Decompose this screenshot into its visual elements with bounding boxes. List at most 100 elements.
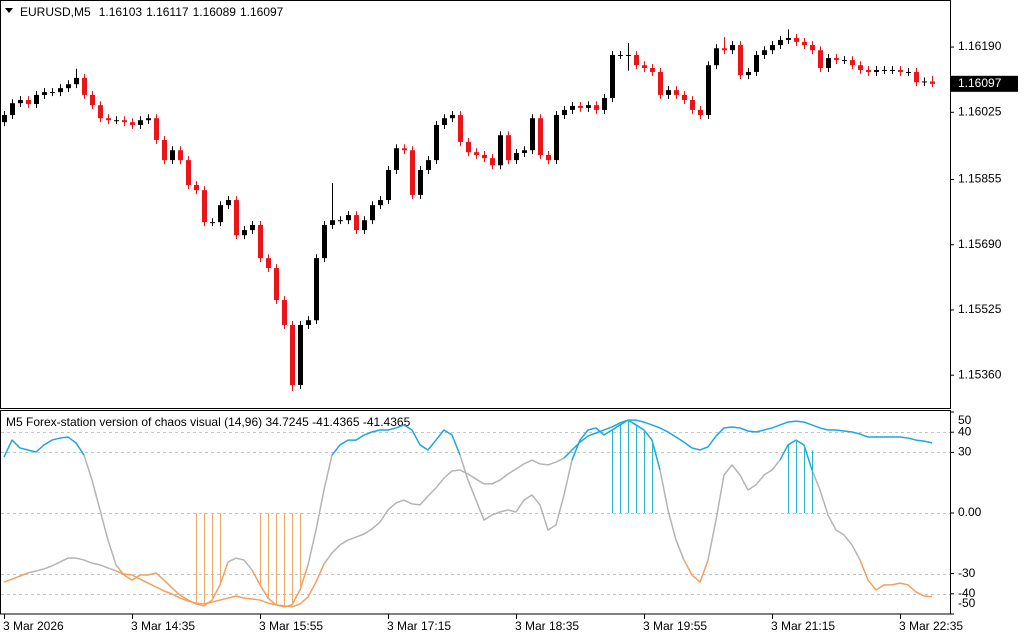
candle-body — [914, 71, 919, 83]
candle-body — [426, 160, 431, 170]
indicator-line — [323, 457, 565, 565]
candle-body — [282, 300, 287, 325]
y-tick-label: 0.00 — [958, 505, 982, 519]
indicator-line — [115, 563, 325, 608]
candle-body — [10, 103, 15, 116]
candle-body — [306, 320, 311, 325]
candle-body — [50, 92, 55, 94]
candle-body — [490, 158, 495, 166]
candle-body — [706, 65, 711, 116]
y-tick-label: 1.15525 — [958, 302, 1002, 316]
x-tick-label: 3 Mar 17:15 — [387, 619, 451, 633]
candle-body — [34, 94, 39, 104]
indicator-line — [683, 559, 709, 583]
candle-body — [650, 68, 655, 72]
candle-body — [826, 58, 831, 68]
header-high: 1.16117 — [146, 5, 189, 19]
indicator-line — [459, 454, 573, 531]
candle-body — [466, 141, 471, 153]
candle-body — [274, 268, 279, 301]
candle-body — [266, 258, 271, 269]
candle-body — [922, 81, 927, 83]
indicator-title: M5 Forex-station version of chaos visual… — [6, 415, 411, 429]
candle-body — [162, 139, 167, 161]
candle-body — [530, 118, 535, 151]
candle-body — [258, 224, 263, 259]
x-tick-label: 3 Mar 21:15 — [771, 619, 835, 633]
y-tick-label: 1.15690 — [958, 237, 1002, 251]
y-tick-label: 30 — [958, 445, 972, 459]
y-tick-label: 1.15855 — [958, 172, 1002, 186]
y-tick-label: 50 — [958, 413, 972, 427]
candle-body — [82, 77, 87, 95]
candle-body — [250, 224, 255, 231]
header-low: 1.16089 — [193, 5, 237, 19]
candle-body — [818, 50, 823, 68]
candle-body — [42, 92, 47, 95]
candle-body — [698, 109, 703, 116]
candle-body — [66, 84, 71, 89]
y-tick-label: -40 — [958, 586, 976, 600]
candle-body — [114, 120, 119, 122]
indicator-line — [3, 572, 29, 583]
candle-body — [642, 65, 647, 68]
candle-body — [482, 154, 487, 159]
x-tick-label: 3 Mar 22:35 — [899, 619, 963, 633]
candle-body — [834, 58, 839, 61]
candle-body — [90, 94, 95, 106]
main-pane-border — [0, 0, 951, 409]
candle-body — [298, 324, 303, 386]
candle-body — [394, 148, 399, 170]
candle-body — [898, 69, 903, 72]
candle-body — [778, 39, 783, 46]
candle-body — [618, 54, 623, 56]
symbol-header: EURUSD,M5 1.16103 1.16117 1.16089 1.16097 — [20, 5, 284, 19]
candle-body — [2, 115, 7, 123]
candle-body — [330, 220, 335, 225]
candle-body — [690, 100, 695, 110]
candle-body — [890, 69, 895, 71]
candle-body — [498, 135, 503, 166]
menu-triangle[interactable] — [5, 8, 13, 13]
candle-body — [762, 50, 767, 55]
y-tick-label: -50 — [958, 596, 976, 610]
candle-body — [58, 88, 63, 93]
candle-body — [714, 48, 719, 66]
candle-body — [474, 152, 479, 155]
candle-body — [106, 118, 111, 121]
candle-body — [354, 215, 359, 231]
candle-body — [906, 71, 911, 73]
candle-body — [722, 48, 727, 51]
candle-body — [458, 115, 463, 142]
candle-body — [546, 154, 551, 161]
candle-body — [18, 100, 23, 104]
candle-body — [26, 100, 31, 104]
candle-body — [234, 200, 239, 236]
candle-body — [658, 71, 663, 95]
candle-body — [290, 324, 295, 386]
candle-body — [754, 54, 759, 72]
y-tick-label: -30 — [958, 566, 976, 580]
candle-body — [578, 105, 583, 108]
indicator-line — [3, 436, 85, 458]
candle-body — [338, 220, 343, 222]
indicator-line — [251, 564, 309, 608]
candle-body — [514, 153, 519, 161]
indicator-pane-border — [0, 410, 951, 615]
candle-body — [882, 69, 887, 71]
candle-body — [154, 118, 159, 140]
candle-body — [138, 120, 143, 125]
candle-body — [930, 81, 935, 84]
candle-body — [226, 200, 231, 206]
candle-body — [186, 160, 191, 186]
indicator-line — [659, 469, 685, 561]
candle-body — [746, 71, 751, 76]
x-tick-label: 3 Mar 2026 — [3, 619, 64, 633]
y-tick-label: 40 — [958, 424, 972, 438]
indicator-line — [707, 459, 781, 561]
current-price-label: 1.16097 — [958, 76, 1002, 90]
candle-body — [130, 122, 135, 125]
candle-body — [242, 230, 247, 236]
indicator-line — [27, 557, 117, 574]
